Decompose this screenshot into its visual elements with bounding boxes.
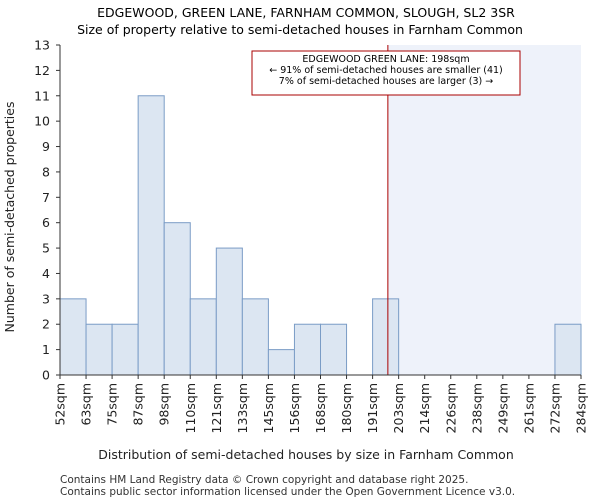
y-tick-label-4: 4 [42,266,50,281]
bar-63sqm [85,323,113,376]
annotation-line-1: EDGEWOOD GREEN LANE: 198sqm [302,54,469,65]
bar-168sqm [320,323,348,376]
y-tick-label-1: 1 [42,342,50,357]
x-tick-label-261sqm: 261sqm [521,383,536,433]
x-tick-label-121sqm: 121sqm [209,383,224,433]
y-tick-label-9: 9 [42,139,50,154]
bar-156sqm [293,323,322,376]
bar-145sqm [267,349,295,376]
y-tick-label-6: 6 [42,215,50,230]
y-tick-label-12: 12 [34,63,50,78]
x-tick-label-226sqm: 226sqm [443,383,458,433]
x-tick-label-238sqm: 238sqm [469,383,484,433]
x-tick-label-249sqm: 249sqm [495,383,510,433]
x-tick-label-133sqm: 133sqm [235,383,250,433]
annotation-line-2: ← 91% of semi-detached houses are smalle… [269,65,503,76]
y-tick-label-0: 0 [42,368,50,383]
x-tick-label-87sqm: 87sqm [131,383,146,426]
footer-line-1: Contains HM Land Registry data © Crown c… [60,474,468,486]
bar-121sqm [215,247,243,376]
x-tick-label-203sqm: 203sqm [391,383,406,433]
chart-subtitle: Size of property relative to semi-detach… [77,22,523,37]
y-axis-label: Number of semi-detached properties [2,102,17,333]
bar-75sqm [111,323,139,376]
x-tick-label-52sqm: 52sqm [53,383,68,426]
x-tick-label-272sqm: 272sqm [547,383,562,433]
y-tick-label-3: 3 [42,291,50,306]
bar-272sqm [554,323,582,376]
bar-191sqm [372,298,400,376]
bar-52sqm [59,298,87,376]
x-tick-label-180sqm: 180sqm [339,383,354,433]
bar-98sqm [163,222,191,376]
annotation-border [251,50,521,96]
annotation-line-3: 7% of semi-detached houses are larger (3… [279,76,493,87]
y-tick-label-7: 7 [42,190,50,205]
y-tick-label-2: 2 [42,317,50,332]
x-tick-label-284sqm: 284sqm [574,383,589,433]
annotation-box: EDGEWOOD GREEN LANE: 198sqm ← 91% of sem… [251,50,521,96]
y-tick-label-10: 10 [34,114,50,129]
larger-properties-region [387,45,581,375]
y-tick-label-13: 13 [34,38,50,53]
bar-133sqm [241,298,269,376]
x-axis-label: Distribution of semi-detached houses by … [98,447,514,462]
y-tick-label-11: 11 [34,88,50,103]
y-tick-label-8: 8 [42,164,50,179]
x-tick-label-63sqm: 63sqm [79,383,94,426]
x-tick-label-168sqm: 168sqm [313,383,328,433]
y-tick-label-5: 5 [42,241,50,256]
x-tick-label-75sqm: 75sqm [105,383,120,426]
bar-87sqm [137,95,165,376]
x-tick-label-110sqm: 110sqm [183,383,198,433]
bar-110sqm [189,298,217,376]
x-tick-label-145sqm: 145sqm [261,383,276,433]
x-tick-label-214sqm: 214sqm [417,383,432,433]
x-tick-label-156sqm: 156sqm [287,383,302,433]
x-tick-label-98sqm: 98sqm [157,383,172,426]
x-tick-label-191sqm: 191sqm [365,383,380,433]
chart-title: EDGEWOOD, GREEN LANE, FARNHAM COMMON, SL… [97,5,515,20]
footer-line-2: Contains public sector information licen… [60,486,515,498]
